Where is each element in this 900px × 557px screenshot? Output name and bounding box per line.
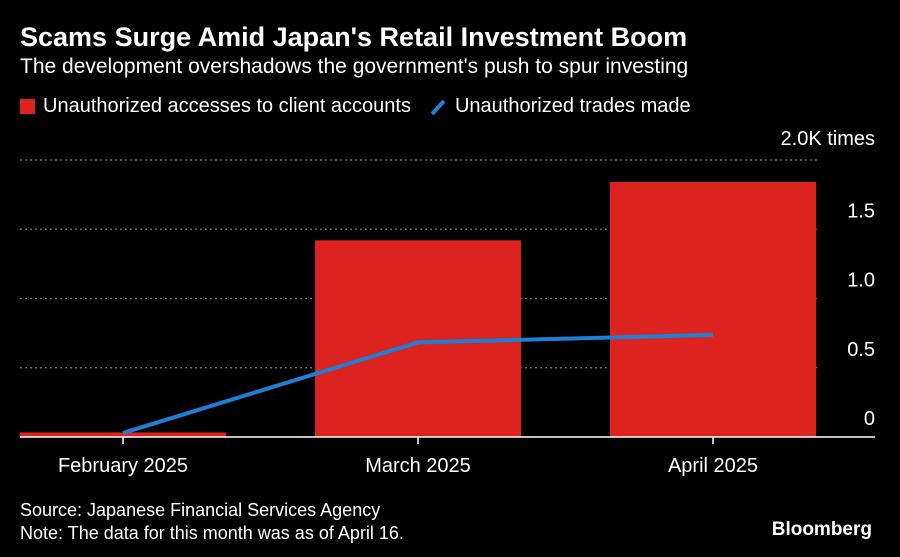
legend: Unauthorized accesses to client accounts… (20, 95, 709, 118)
chart-subtitle: The development overshadows the governme… (20, 55, 689, 78)
bloomberg-logo: Bloomberg (771, 519, 872, 540)
source-note: Source: Japanese Financial Services Agen… (20, 500, 381, 520)
y-tick-label: 1.5 (847, 200, 875, 222)
x-tick-label: February 2025 (58, 455, 188, 477)
x-tick-label: April 2025 (668, 455, 758, 477)
data-note: Note: The data for this month was as of … (20, 523, 404, 543)
bar (20, 432, 226, 437)
y-axis-top-tick-label: 2.0K times (780, 128, 875, 150)
legend-item-line: Unauthorized trades made (429, 95, 691, 118)
y-tick-label: 0.5 (847, 339, 875, 361)
y-tick-label: 0 (864, 408, 875, 430)
bar (610, 182, 816, 437)
legend-bar-label: Unauthorized accesses to client accounts (43, 95, 411, 117)
legend-line-swatch (430, 99, 446, 115)
y-tick-label: 1.0 (847, 270, 875, 292)
legend-line-label: Unauthorized trades made (454, 95, 691, 117)
chart-title: Scams Surge Amid Japan's Retail Investme… (20, 22, 688, 52)
legend-bar-swatch (20, 99, 35, 114)
x-tick-label: March 2025 (365, 455, 471, 477)
legend-item-bars: Unauthorized accesses to client accounts (20, 95, 411, 118)
